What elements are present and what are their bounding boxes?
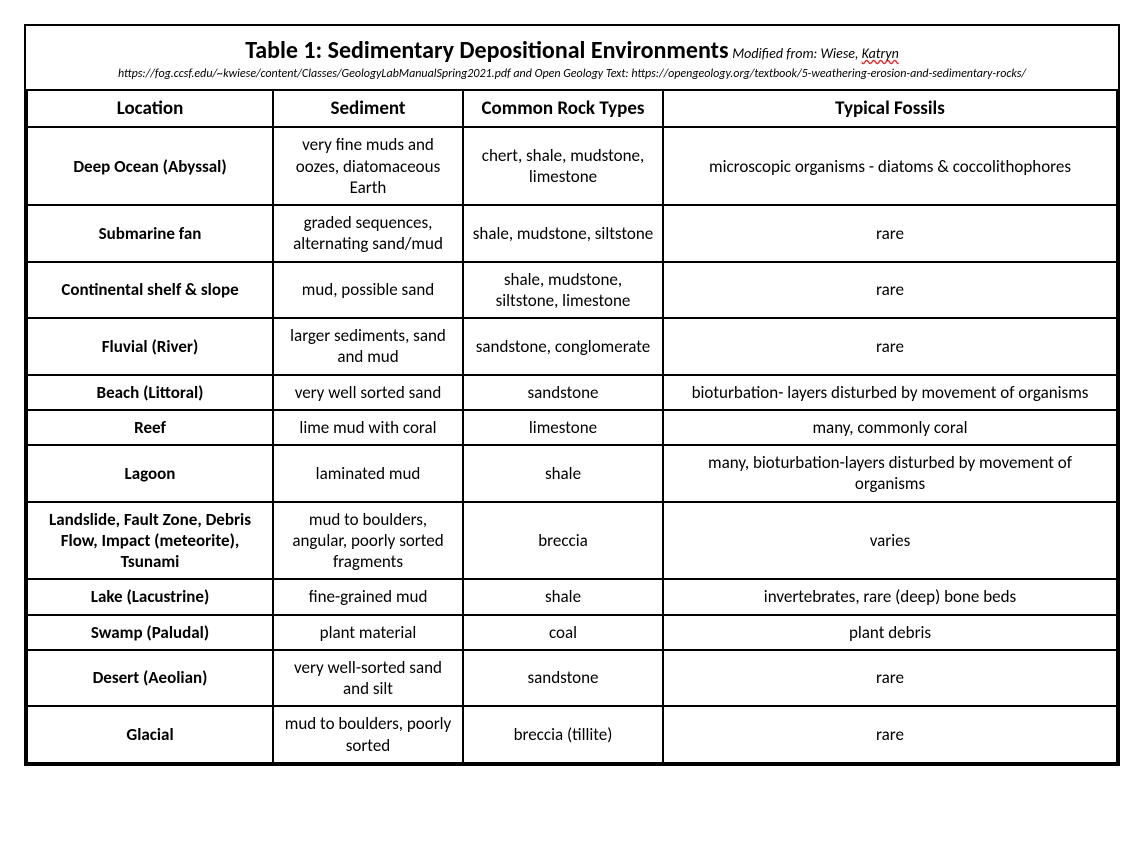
cell-location: Fluvial (River) <box>27 318 273 375</box>
cell-rock: sandstone, conglomerate <box>463 318 663 375</box>
cell-fossils: microscopic organisms - diatoms & coccol… <box>663 127 1117 205</box>
cell-location: Reef <box>27 410 273 445</box>
table-head: Location Sediment Common Rock Types Typi… <box>27 90 1117 128</box>
table-row: Swamp (Paludal)plant materialcoalplant d… <box>27 615 1117 650</box>
cell-location: Glacial <box>27 706 273 763</box>
cell-rock: limestone <box>463 410 663 445</box>
cell-fossils: varies <box>663 502 1117 580</box>
cell-sediment: larger sediments, sand and mud <box>273 318 463 375</box>
col-header-location: Location <box>27 90 273 128</box>
cell-sediment: mud to boulders, angular, poorly sorted … <box>273 502 463 580</box>
cell-location: Landslide, Fault Zone, Debris Flow, Impa… <box>27 502 273 580</box>
cell-fossils: rare <box>663 706 1117 763</box>
cell-sediment: mud, possible sand <box>273 262 463 319</box>
cell-rock: shale <box>463 445 663 502</box>
cell-rock: breccia <box>463 502 663 580</box>
cell-fossils: rare <box>663 205 1117 262</box>
cell-location: Desert (Aeolian) <box>27 650 273 707</box>
table-title: Table 1: Sedimentary Depositional Enviro… <box>245 36 728 65</box>
environments-table: Location Sediment Common Rock Types Typi… <box>26 89 1118 764</box>
cell-rock: shale <box>463 579 663 614</box>
cell-fossils: rare <box>663 262 1117 319</box>
modified-from-name: Katryn <box>862 45 899 62</box>
cell-fossils: plant debris <box>663 615 1117 650</box>
cell-rock: sandstone <box>463 375 663 410</box>
cell-location: Continental shelf & slope <box>27 262 273 319</box>
cell-fossils: many, bioturbation-layers disturbed by m… <box>663 445 1117 502</box>
table-row: Lagoonlaminated mudshalemany, bioturbati… <box>27 445 1117 502</box>
table-row: Reeflime mud with corallimestonemany, co… <box>27 410 1117 445</box>
cell-rock: coal <box>463 615 663 650</box>
cell-location: Lake (Lacustrine) <box>27 579 273 614</box>
cell-fossils: rare <box>663 318 1117 375</box>
table-row: Beach (Littoral)very well sorted sandsan… <box>27 375 1117 410</box>
table-row: Fluvial (River)larger sediments, sand an… <box>27 318 1117 375</box>
col-header-fossils: Typical Fossils <box>663 90 1117 128</box>
table-body: Deep Ocean (Abyssal)very fine muds and o… <box>27 127 1117 763</box>
table-row: Landslide, Fault Zone, Debris Flow, Impa… <box>27 502 1117 580</box>
cell-sediment: very fine muds and oozes, diatomaceous E… <box>273 127 463 205</box>
source-line: https://fog.ccsf.edu/~kwiese/content/Cla… <box>40 67 1104 83</box>
cell-sediment: mud to boulders, poorly sorted <box>273 706 463 763</box>
cell-sediment: fine-grained mud <box>273 579 463 614</box>
cell-sediment: lime mud with coral <box>273 410 463 445</box>
cell-rock: shale, mudstone, siltstone <box>463 205 663 262</box>
table-row: Glacialmud to boulders, poorly sortedbre… <box>27 706 1117 763</box>
cell-sediment: graded sequences, alternating sand/mud <box>273 205 463 262</box>
col-header-sediment: Sediment <box>273 90 463 128</box>
title-row: Table 1: Sedimentary Depositional Enviro… <box>40 36 1104 65</box>
table-row: Submarine fangraded sequences, alternati… <box>27 205 1117 262</box>
cell-rock: chert, shale, mudstone, limestone <box>463 127 663 205</box>
cell-rock: breccia (tillite) <box>463 706 663 763</box>
cell-fossils: invertebrates, rare (deep) bone beds <box>663 579 1117 614</box>
cell-fossils: bioturbation- layers disturbed by moveme… <box>663 375 1117 410</box>
table-row: Desert (Aeolian)very well-sorted sand an… <box>27 650 1117 707</box>
cell-fossils: rare <box>663 650 1117 707</box>
cell-location: Deep Ocean (Abyssal) <box>27 127 273 205</box>
modified-from-label: Modified from: Wiese, <box>732 45 861 62</box>
cell-location: Swamp (Paludal) <box>27 615 273 650</box>
cell-location: Lagoon <box>27 445 273 502</box>
table-container: Table 1: Sedimentary Depositional Enviro… <box>24 24 1120 766</box>
table-row: Lake (Lacustrine)fine-grained mudshalein… <box>27 579 1117 614</box>
cell-fossils: many, commonly coral <box>663 410 1117 445</box>
title-block: Table 1: Sedimentary Depositional Enviro… <box>26 26 1118 89</box>
cell-rock: shale, mudstone, siltstone, limestone <box>463 262 663 319</box>
table-row: Continental shelf & slopemud, possible s… <box>27 262 1117 319</box>
header-row: Location Sediment Common Rock Types Typi… <box>27 90 1117 128</box>
cell-rock: sandstone <box>463 650 663 707</box>
cell-sediment: plant material <box>273 615 463 650</box>
cell-location: Submarine fan <box>27 205 273 262</box>
cell-sediment: very well sorted sand <box>273 375 463 410</box>
col-header-rock: Common Rock Types <box>463 90 663 128</box>
table-row: Deep Ocean (Abyssal)very fine muds and o… <box>27 127 1117 205</box>
cell-sediment: laminated mud <box>273 445 463 502</box>
cell-sediment: very well-sorted sand and silt <box>273 650 463 707</box>
cell-location: Beach (Littoral) <box>27 375 273 410</box>
